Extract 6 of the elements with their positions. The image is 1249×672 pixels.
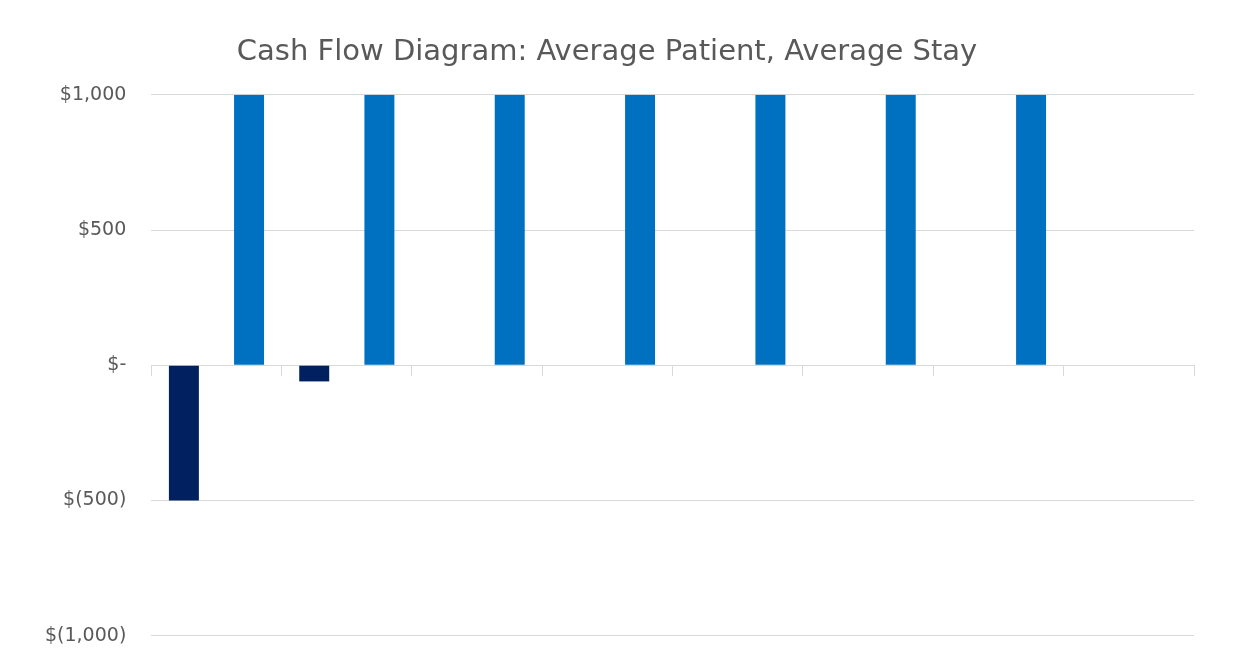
chart-title: Cash Flow Diagram: Average Patient, Average Stay — [236, 32, 978, 67]
y-tick-label: $(500) — [63, 487, 127, 510]
y-tick-label: $(1,000) — [44, 622, 127, 645]
y-tick-label: $500 — [77, 216, 127, 239]
y-tick-label: $1,000 — [59, 81, 127, 104]
y-tick-label: $- — [107, 352, 127, 375]
